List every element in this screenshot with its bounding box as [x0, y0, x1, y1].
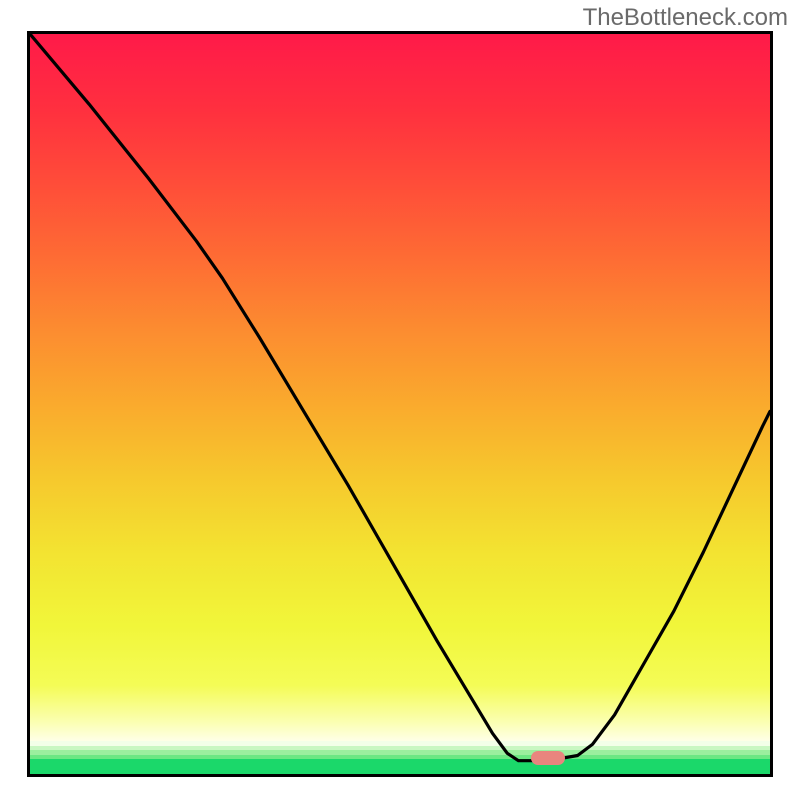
chart-marker-pill [531, 751, 565, 765]
chart-curve-svg [30, 34, 770, 774]
chart-curve-line [30, 34, 770, 761]
chart-plot-area [27, 31, 773, 777]
watermark-text: TheBottleneck.com [583, 4, 788, 32]
